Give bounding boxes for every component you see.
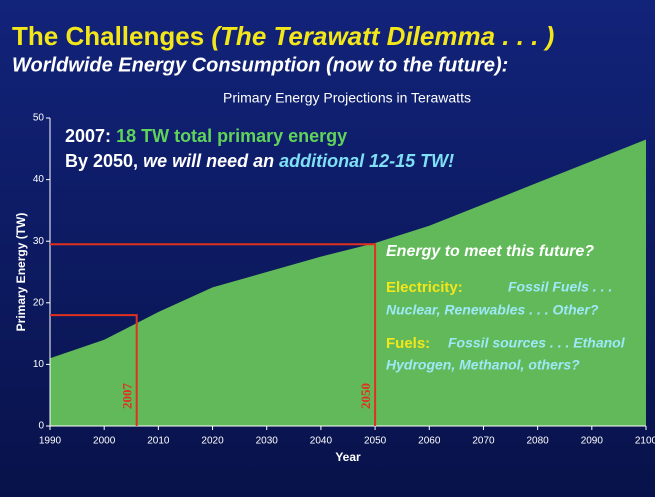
y-tick-label: 50: [33, 113, 45, 124]
annotation-part: we will need an: [143, 151, 274, 171]
annotation: Fossil Fuels . . .: [508, 279, 612, 295]
annotation: 2007: 18 TW total primary energy: [65, 126, 347, 146]
x-tick-label: 1990: [39, 436, 62, 447]
area: [50, 139, 646, 426]
annotation-part: 18 TW total primary energy: [116, 126, 347, 146]
annotation: Hydrogen, Methanol, others?: [386, 357, 580, 373]
annotation: Electricity:: [386, 279, 463, 296]
annotation-part: additional 12-15 TW!: [279, 151, 454, 171]
y-tick-label: 40: [33, 174, 45, 185]
title-main: The Challenges: [12, 21, 204, 51]
x-tick-label: 2060: [418, 436, 441, 447]
x-tick-label: 2050: [364, 436, 387, 447]
x-tick-label: 2020: [201, 436, 224, 447]
y-axis-label: Primary Energy (TW): [14, 213, 28, 332]
x-tick-label: 2040: [310, 436, 333, 447]
marker-line: [50, 314, 138, 426]
x-tick-label: 2070: [472, 436, 495, 447]
annotation: Fuels:: [386, 335, 430, 352]
annotation-part: By 2050,: [65, 151, 138, 171]
annotation: Fossil sources . . . Ethanol: [448, 335, 626, 351]
title-note: (The Terawatt Dilemma . . . ): [211, 21, 554, 51]
annotation: Energy to meet this future?: [386, 243, 594, 260]
marker-label: 2050: [358, 383, 373, 409]
y-tick-label: 20: [33, 297, 45, 308]
slide-title: The Challenges (The Terawatt Dilemma . .…: [12, 21, 554, 51]
slide-subtitle: Worldwide Energy Consumption (now to the…: [12, 54, 508, 76]
x-tick-label: 2030: [256, 436, 279, 447]
marker-line: [50, 243, 377, 426]
x-tick-label: 2010: [147, 436, 170, 447]
chart-title: Primary Energy Projections in Terawatts: [223, 90, 471, 106]
annotation: Nuclear, Renewables . . . Other?: [386, 302, 599, 318]
x-tick-label: 2090: [581, 436, 604, 447]
y-tick-label: 0: [38, 421, 44, 432]
x-tick-label: 2080: [527, 436, 550, 447]
annotation: By 2050, we will need an additional 12-1…: [65, 151, 454, 171]
annotation-part: 2007:: [65, 126, 111, 146]
x-axis-label: Year: [335, 450, 361, 464]
y-tick-label: 10: [33, 359, 45, 370]
x-tick-label: 2000: [93, 436, 116, 447]
annotations: 2007: 18 TW total primary energy By 2050…: [65, 126, 626, 373]
x-tick-label: 2100: [635, 436, 655, 447]
marker-label: 2007: [120, 383, 135, 410]
y-tick-label: 30: [33, 236, 45, 247]
